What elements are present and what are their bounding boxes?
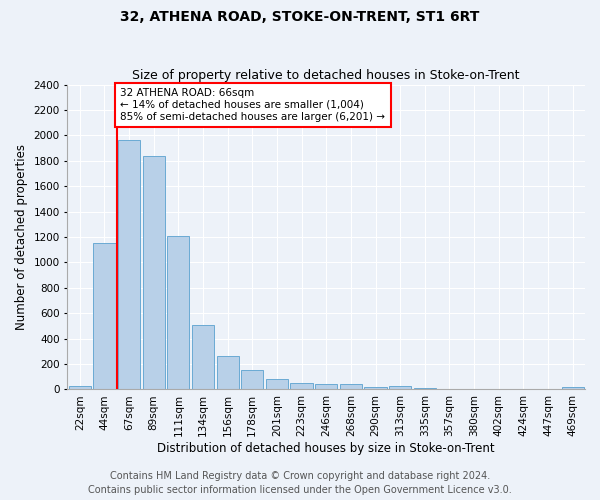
Bar bbox=[118, 140, 140, 390]
Text: 32, ATHENA ROAD, STOKE-ON-TRENT, ST1 6RT: 32, ATHENA ROAD, STOKE-ON-TRENT, ST1 6RT bbox=[121, 10, 479, 24]
Y-axis label: Number of detached properties: Number of detached properties bbox=[15, 144, 28, 330]
Bar bbox=[68, 386, 91, 390]
Bar bbox=[340, 384, 362, 390]
Bar bbox=[290, 383, 313, 390]
Bar bbox=[364, 387, 386, 390]
Bar bbox=[167, 236, 190, 390]
Bar bbox=[241, 370, 263, 390]
Title: Size of property relative to detached houses in Stoke-on-Trent: Size of property relative to detached ho… bbox=[133, 69, 520, 82]
X-axis label: Distribution of detached houses by size in Stoke-on-Trent: Distribution of detached houses by size … bbox=[157, 442, 495, 455]
Bar bbox=[217, 356, 239, 390]
Bar bbox=[266, 380, 288, 390]
Text: Contains HM Land Registry data © Crown copyright and database right 2024.
Contai: Contains HM Land Registry data © Crown c… bbox=[88, 471, 512, 495]
Bar bbox=[315, 384, 337, 390]
Bar bbox=[414, 388, 436, 390]
Bar bbox=[94, 244, 116, 390]
Bar bbox=[192, 324, 214, 390]
Text: 32 ATHENA ROAD: 66sqm
← 14% of detached houses are smaller (1,004)
85% of semi-d: 32 ATHENA ROAD: 66sqm ← 14% of detached … bbox=[121, 88, 385, 122]
Bar bbox=[143, 156, 165, 390]
Bar bbox=[389, 386, 411, 390]
Bar bbox=[562, 387, 584, 390]
